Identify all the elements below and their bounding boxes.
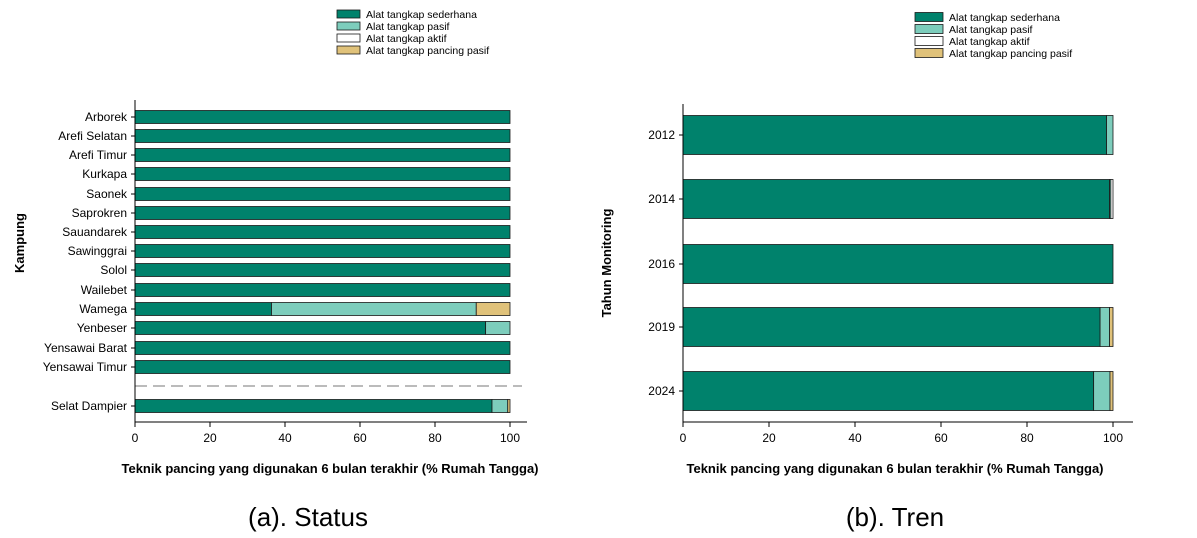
bar-segment	[134, 360, 511, 374]
x-axis-title: Teknik pancing yang digunakan 6 bulan te…	[121, 461, 538, 476]
category-label: Arborek	[85, 110, 128, 124]
legend-label: Alat tangkap aktif	[949, 36, 1030, 48]
bar-segment	[507, 399, 511, 413]
bar-segment	[134, 110, 511, 124]
legend-label: Alat tangkap pasif	[366, 21, 450, 33]
panel-caption: (a). Status	[248, 502, 368, 532]
panel-caption: (b). Tren	[846, 502, 944, 532]
legend-swatch	[914, 48, 944, 58]
legend-swatch	[336, 9, 361, 19]
bar-segment	[134, 148, 511, 162]
bar-segment	[682, 244, 1114, 284]
bar-segment	[1109, 307, 1114, 347]
legend-label: Alat tangkap sederhana	[949, 12, 1060, 24]
x-tick-label: 80	[1020, 431, 1034, 445]
legend-label: Alat tangkap pasif	[949, 24, 1033, 36]
bar-segment	[682, 179, 1110, 219]
category-label: Selat Dampier	[51, 399, 127, 413]
bar-segment	[1099, 307, 1110, 347]
category-label: 2024	[648, 384, 675, 398]
category-label: Wailebet	[81, 283, 128, 297]
bar-segment	[134, 187, 511, 201]
bar-segment	[485, 321, 511, 335]
category-label: Solol	[100, 263, 127, 277]
x-tick-label: 20	[762, 431, 776, 445]
bar-segment	[271, 302, 477, 316]
bar-segment	[1109, 371, 1114, 411]
x-tick-label: 20	[203, 431, 217, 445]
bar-segment	[134, 321, 487, 335]
legend-swatch	[336, 21, 361, 31]
x-tick-label: 100	[500, 431, 520, 445]
legend-label: Alat tangkap sederhana	[366, 9, 477, 21]
category-label: Yenbeser	[77, 321, 127, 335]
bar-segment	[491, 399, 509, 413]
y-axis-title: Kampung	[12, 213, 27, 273]
x-axis-title: Teknik pancing yang digunakan 6 bulan te…	[686, 461, 1103, 476]
category-label: Saonek	[86, 187, 128, 201]
bar-segment	[134, 302, 272, 316]
bar-segment	[134, 225, 511, 239]
x-tick-label: 40	[278, 431, 292, 445]
x-tick-label: 80	[428, 431, 442, 445]
legend-label: Alat tangkap aktif	[366, 33, 447, 45]
bar-segment	[682, 115, 1107, 155]
x-tick-label: 0	[680, 431, 687, 445]
legend-label: Alat tangkap pancing pasif	[949, 48, 1072, 60]
category-label: Arefi Timur	[69, 148, 127, 162]
legend-swatch	[914, 12, 944, 22]
x-tick-label: 100	[1103, 431, 1123, 445]
bar-segment	[134, 283, 511, 297]
bar-segment	[134, 206, 511, 220]
category-label: 2016	[648, 257, 675, 271]
bar-segment	[1093, 371, 1111, 411]
bar-segment	[134, 129, 511, 143]
legend-swatch	[336, 33, 361, 43]
bar-segment	[134, 341, 511, 355]
bar-segment	[1110, 179, 1114, 219]
category-label: Yensawai Timur	[43, 360, 127, 374]
x-tick-label: 40	[848, 431, 862, 445]
bar-segment	[134, 263, 511, 277]
category-label: Kurkapa	[82, 167, 127, 181]
x-tick-label: 60	[934, 431, 948, 445]
legend-swatch	[914, 36, 944, 46]
category-label: 2019	[648, 320, 675, 334]
y-axis-title: Tahun Monitoring	[599, 209, 614, 318]
x-tick-label: 60	[353, 431, 367, 445]
category-label: Sauandarek	[62, 225, 128, 239]
category-label: 2012	[648, 128, 675, 142]
category-label: Arefi Selatan	[58, 129, 127, 143]
bar-segment	[682, 371, 1095, 411]
category-label: Saprokren	[72, 206, 127, 220]
category-label: Yensawai Barat	[44, 341, 128, 355]
category-label: 2014	[648, 192, 675, 206]
x-tick-label: 0	[132, 431, 139, 445]
bar-segment	[134, 167, 511, 181]
bar-segment	[682, 307, 1101, 347]
category-label: Sawinggrai	[68, 244, 127, 258]
category-label: Wamega	[79, 302, 127, 316]
bar-segment	[475, 302, 511, 316]
legend-swatch	[914, 24, 944, 34]
bar-segment	[1106, 115, 1114, 155]
legend-swatch	[336, 45, 361, 55]
bar-segment	[134, 244, 511, 258]
bar-segment	[134, 399, 493, 413]
legend-label: Alat tangkap pancing pasif	[366, 45, 489, 57]
